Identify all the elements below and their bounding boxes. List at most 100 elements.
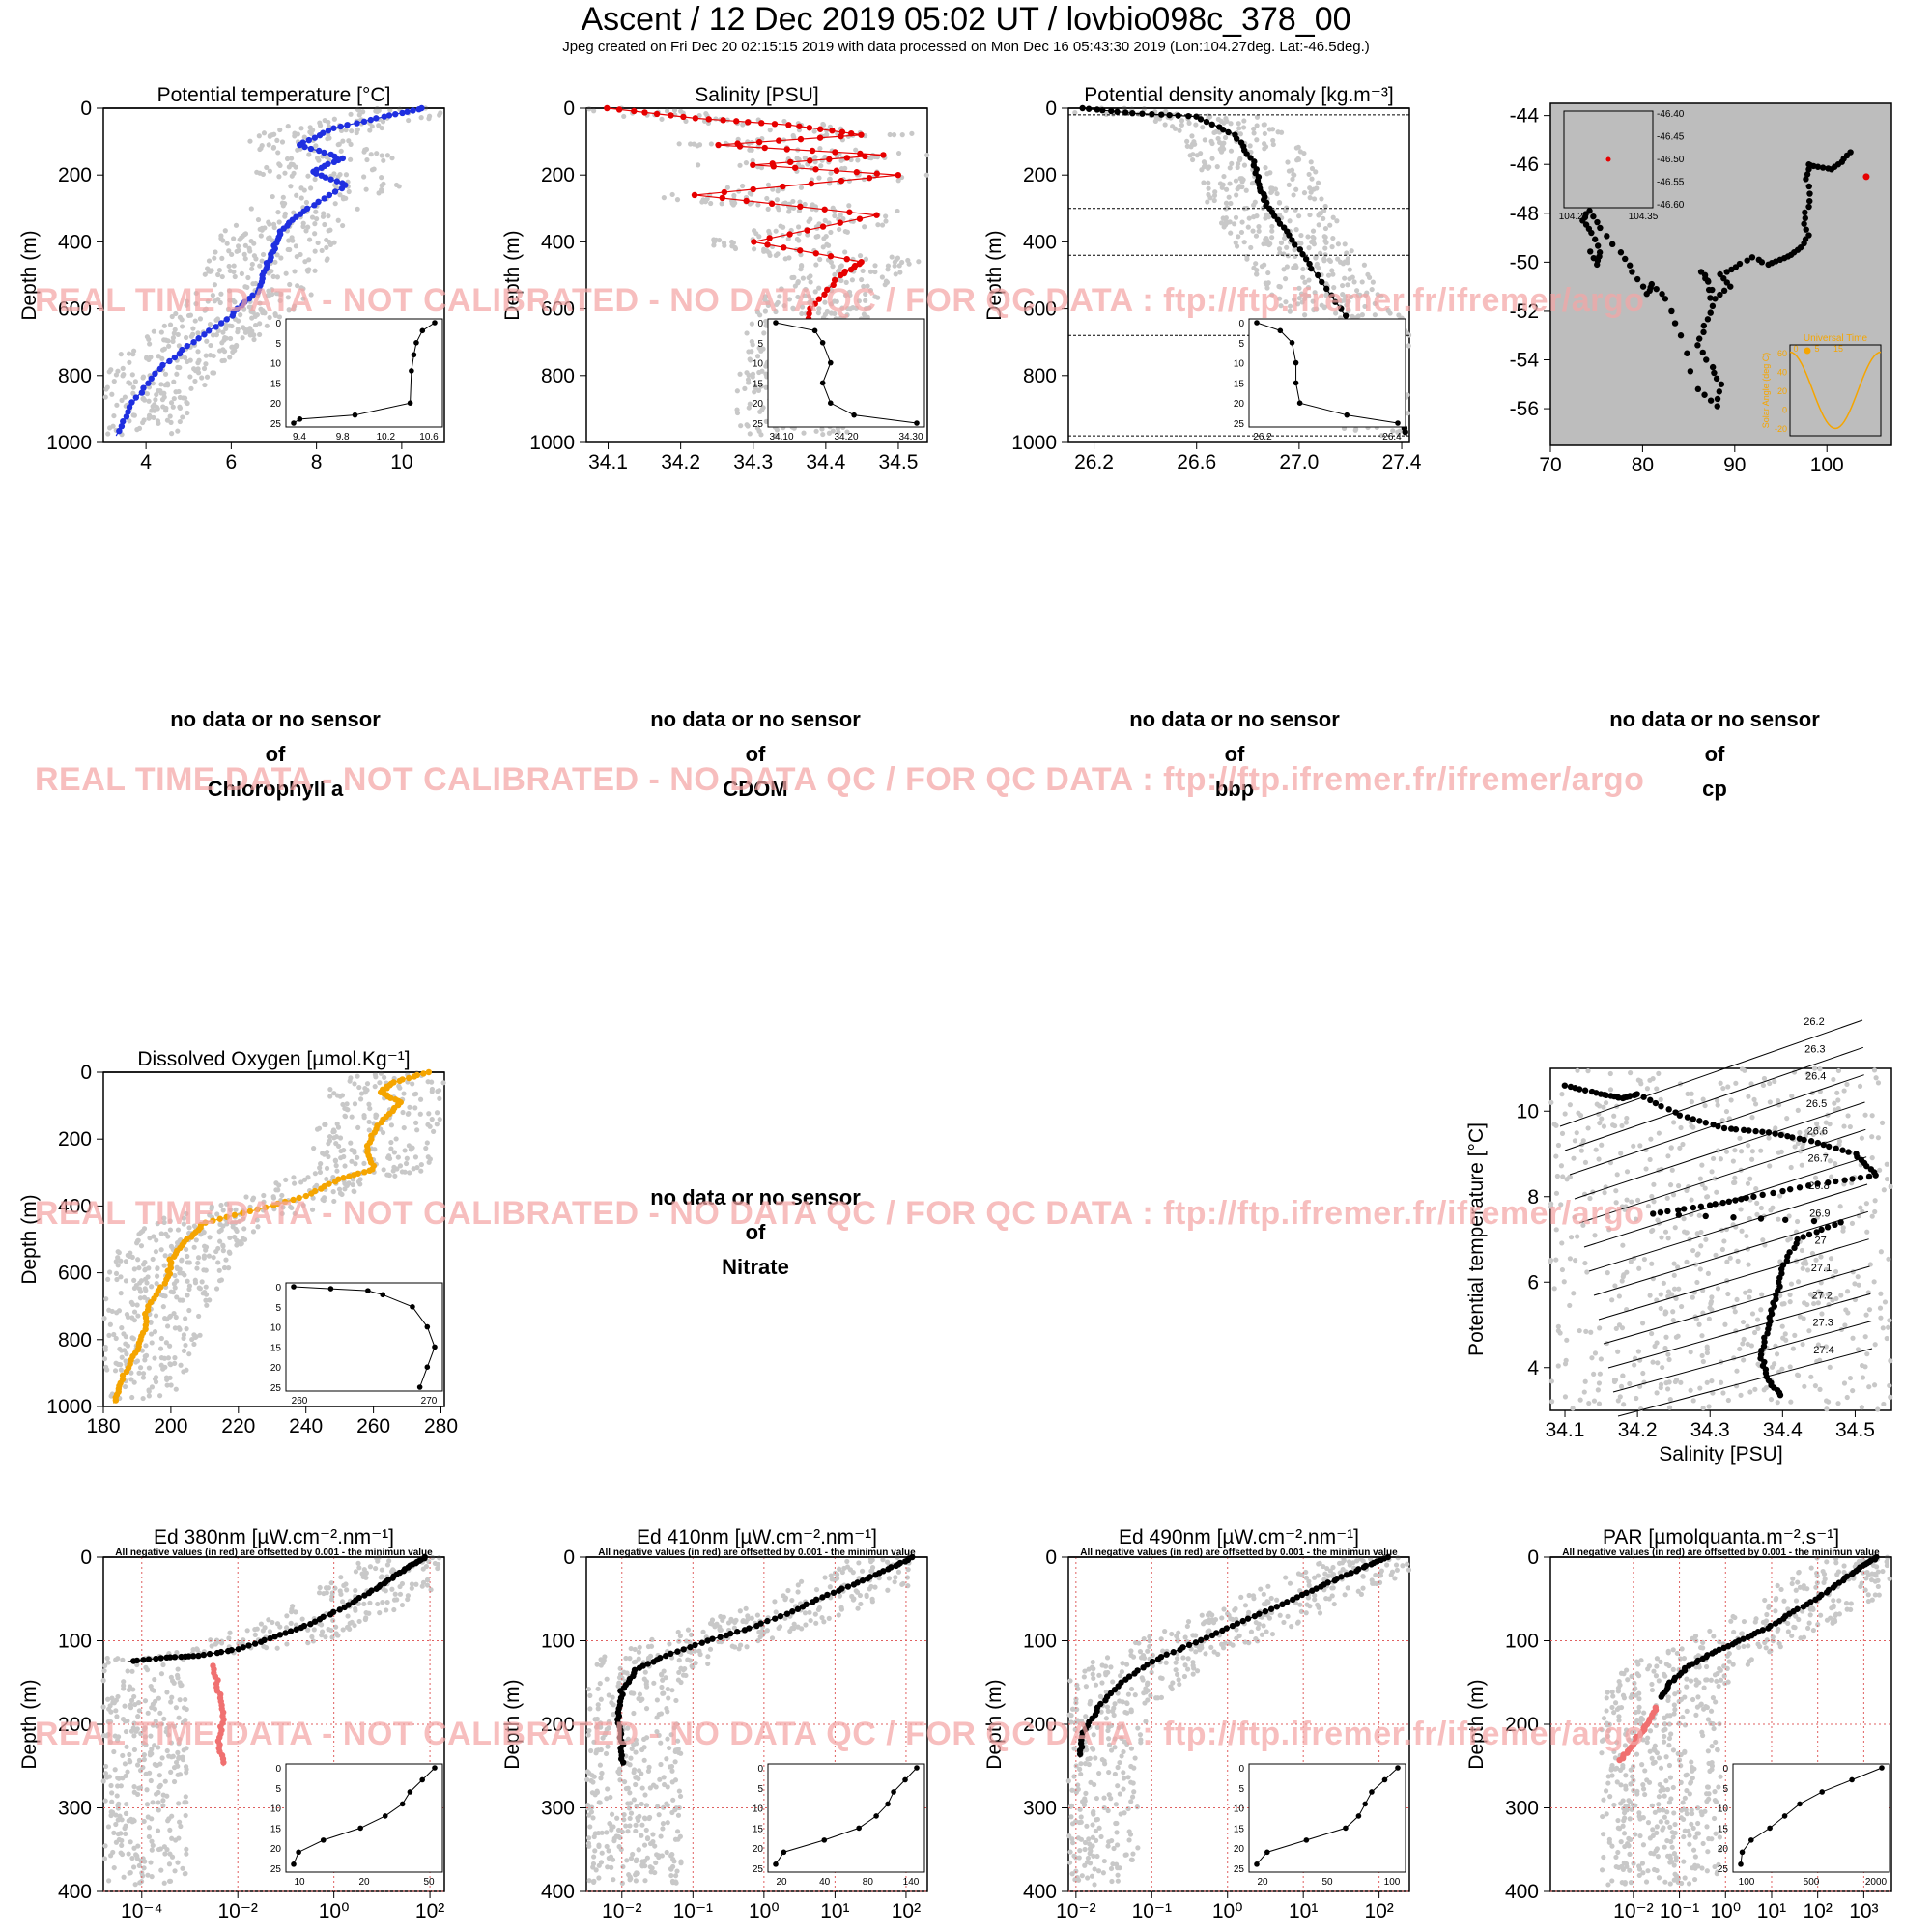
data-point: [1319, 278, 1325, 286]
x-tick-label: 10⁰: [749, 1900, 780, 1922]
series-0: [127, 1553, 429, 1664]
data-point: [1279, 1601, 1286, 1608]
data-point: [1777, 1131, 1784, 1139]
no-data-line-1: no data or no sensor: [1609, 707, 1820, 731]
y-tick-label: 400: [1023, 1881, 1057, 1903]
data-point: [1720, 275, 1727, 282]
data-point: [1299, 251, 1306, 258]
data-point: [644, 1661, 651, 1667]
data-point: [410, 107, 416, 114]
data-point: [411, 1073, 418, 1080]
data-point: [1650, 1210, 1657, 1217]
data-point: [781, 244, 787, 251]
data-point: [1640, 1094, 1647, 1100]
data-point: [1814, 1180, 1821, 1187]
y-tick-label: 200: [541, 1714, 575, 1736]
solar-y-tick-label: 60: [1777, 349, 1787, 358]
zoom-y-tick-label: -46.50: [1657, 155, 1685, 165]
data-point: [836, 1587, 842, 1594]
data-point: [823, 286, 831, 294]
data-point: [692, 115, 699, 122]
inset-x-tick-label: 50: [1321, 1877, 1333, 1888]
data-point: [1604, 233, 1610, 240]
inset-line: [1256, 322, 1399, 424]
data-point: [1671, 320, 1679, 327]
inset-y-tick-label: 0: [275, 319, 281, 329]
data-point: [1684, 350, 1690, 356]
x-tick-label: 34.1: [588, 451, 628, 473]
data-point: [838, 271, 844, 279]
chart-map: 70 80 90 100-44-46-48-50-52-54-56-46.40-46.…: [1510, 102, 1892, 476]
data-point: [1830, 1584, 1837, 1591]
data-point: [808, 180, 815, 187]
data-point: [1854, 1153, 1861, 1160]
inset-point: [891, 1789, 896, 1795]
data-point: [404, 108, 411, 115]
data-point: [1759, 1191, 1766, 1199]
inset-temp: 0 5 10 15 20 25 9.4 9.8 10.2 10.6: [270, 318, 443, 442]
data-point: [1800, 1234, 1806, 1240]
data-point: [1759, 1627, 1767, 1634]
inset-point: [327, 1286, 334, 1292]
data-point: [1670, 1677, 1678, 1684]
data-point: [806, 310, 812, 317]
data-point: [736, 143, 744, 150]
data-point: [786, 158, 794, 166]
data-point: [1781, 1216, 1789, 1223]
inset-x-tick-label: 50: [423, 1877, 435, 1888]
isopycnal-label: 26.9: [1809, 1208, 1830, 1219]
data-point: [346, 1173, 353, 1179]
inset-y-tick-label: 0: [757, 319, 763, 329]
data-point: [1812, 1596, 1819, 1604]
data-point: [1791, 1244, 1798, 1252]
data-point: [1765, 1129, 1773, 1136]
inset-y-tick-label: 0: [1722, 1764, 1728, 1775]
y-tick-label: 800: [541, 365, 575, 387]
data-point: [373, 115, 380, 122]
x-tick-label: 34.5: [1835, 1419, 1875, 1441]
data-point: [1714, 403, 1720, 410]
data-point: [298, 1624, 305, 1632]
inset-y-tick-label: 10: [1718, 1804, 1729, 1815]
x-tick-label: 280: [424, 1415, 458, 1437]
data-point: [838, 132, 844, 140]
data-point: [1296, 246, 1304, 253]
inset-y-tick-label: 15: [270, 1824, 282, 1834]
inset-x-tick-label: 80: [863, 1877, 874, 1888]
data-point: [1308, 265, 1315, 272]
inset-x-tick-label: 40: [819, 1877, 831, 1888]
data-point: [789, 1608, 796, 1615]
data-point: [816, 126, 824, 132]
inset-point: [424, 1364, 431, 1370]
data-point: [776, 137, 782, 144]
data-point: [396, 1077, 404, 1085]
data-point: [844, 1583, 852, 1590]
data-point: [112, 1397, 120, 1404]
inset-y-tick-label: 25: [270, 1383, 282, 1394]
data-point: [301, 143, 308, 151]
data-point: [812, 166, 819, 173]
current-position-marker: [1862, 173, 1870, 181]
data-point: [1772, 1620, 1779, 1627]
data-point: [1675, 1207, 1682, 1213]
no-data-cdom: no data or no sensor of CDOM: [553, 702, 958, 807]
data-point: [118, 422, 126, 430]
data-point: [205, 327, 213, 334]
data-point: [692, 1641, 698, 1649]
data-point: [152, 370, 158, 378]
x-tick-label: 34.5: [879, 451, 919, 473]
data-point: [187, 1234, 195, 1240]
inset-point: [1296, 400, 1303, 407]
inset-y-tick-label: 20: [753, 399, 764, 410]
data-point: [843, 155, 851, 161]
y-tick-label: 600: [541, 298, 575, 321]
inset-point: [1369, 1789, 1375, 1795]
data-point: [809, 147, 816, 155]
inset-y-tick-label: 10: [270, 359, 282, 370]
data-point: [804, 227, 810, 234]
data-point: [1701, 391, 1708, 398]
inset-x-tick-label: 10.6: [419, 432, 439, 442]
data-point: [138, 389, 146, 396]
data-point: [206, 1650, 213, 1658]
